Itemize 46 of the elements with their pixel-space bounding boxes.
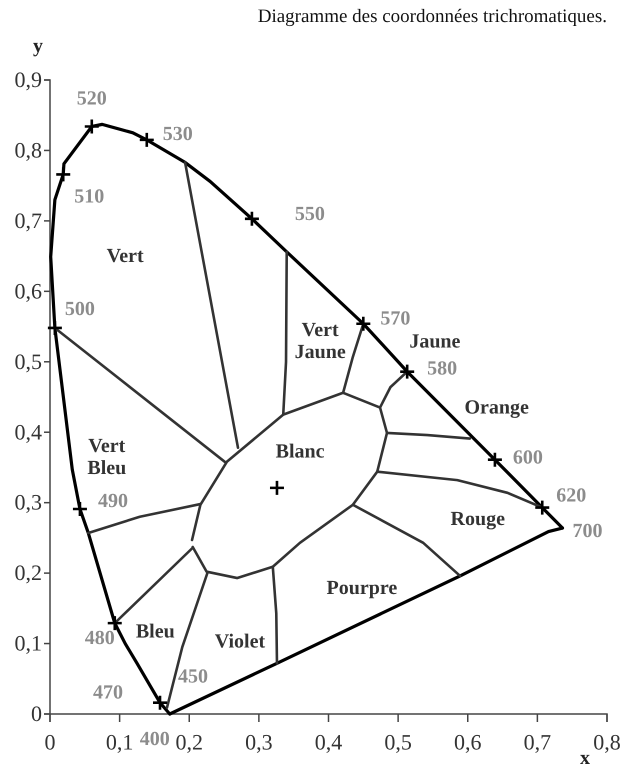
y-axis-title: y	[33, 35, 43, 57]
annotation: 700	[572, 520, 602, 542]
annotation: Jaune	[409, 330, 461, 353]
annotation: 400	[140, 728, 170, 750]
annotation: 530	[162, 122, 193, 145]
y-tick-label: 0,3	[14, 490, 42, 515]
x-tick-label: 0,8	[593, 730, 621, 755]
annotation: 500	[64, 298, 95, 320]
annotation: 550	[294, 202, 325, 225]
chart-title: Diagramme des coordonnées trichromatiques.	[258, 6, 607, 27]
annotation: 520	[76, 87, 107, 110]
annotation: 480	[84, 627, 115, 650]
annotation: 600	[512, 446, 543, 469]
annotation: 510	[74, 185, 104, 208]
annotation: 450	[178, 666, 208, 688]
annotation: Orange	[464, 396, 530, 419]
x-tick-label: 0,7	[524, 730, 552, 755]
annotation: Vert Jaune	[294, 318, 346, 363]
annotation: Violet	[214, 630, 266, 652]
annotation: Rouge	[450, 508, 506, 530]
annotation: 570	[380, 308, 410, 330]
annotation: Vert Bleu	[87, 434, 126, 479]
annotation: 490	[98, 490, 128, 512]
x-tick-label: 0,2	[176, 730, 203, 755]
y-tick-label: 0,9	[14, 67, 42, 92]
annotation: 620	[556, 484, 586, 507]
x-tick-label: 0,5	[384, 730, 412, 755]
x-tick-label: 0,6	[454, 730, 482, 755]
x-tick-label: 0,4	[314, 730, 342, 755]
y-tick-label: 0,1	[14, 630, 42, 656]
y-tick-label: 0,8	[14, 137, 42, 162]
x-tick-label: 0,1	[106, 730, 134, 755]
annotation: Bleu	[136, 620, 175, 642]
x-axis-title: x	[580, 747, 590, 767]
y-tick-label: 0,4	[14, 419, 42, 444]
y-tick-label: 0,7	[14, 208, 42, 233]
annotation: 470	[93, 682, 124, 704]
y-tick-label: 0,2	[14, 560, 42, 586]
annotation: Vert	[106, 244, 144, 267]
y-tick-label: 0,6	[14, 278, 42, 304]
x-tick-label: 0,3	[245, 730, 273, 755]
y-tick-label: 0,5	[14, 348, 42, 374]
annotation: 580	[427, 358, 458, 380]
annotation: Blanc	[276, 440, 325, 462]
annotation: Pourpre	[326, 577, 398, 600]
y-tick-label: 0	[31, 701, 42, 726]
